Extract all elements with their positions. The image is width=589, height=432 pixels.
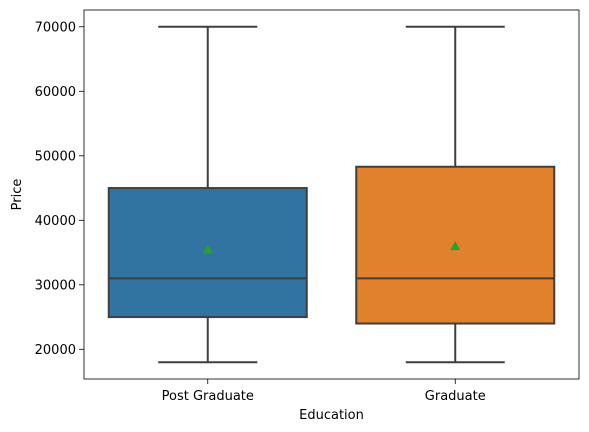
x-axis: Post Graduate Graduate [162,379,486,404]
y-axis: 20000 30000 40000 50000 60000 70000 [35,20,84,358]
box-2 [355,25,556,364]
plot-frame [83,9,580,380]
x-tick-label: Graduate [425,389,486,404]
y-tick-label: 60000 [35,85,76,100]
x-tick-label: Post Graduate [162,389,254,404]
mean-marker [450,241,461,251]
mean-marker [202,244,213,254]
y-tick-label: 70000 [35,20,76,35]
box-1 [107,25,308,364]
y-tick-label: 30000 [35,278,76,293]
y-tick-label: 40000 [35,214,76,229]
x-axis-label: Education [299,408,364,423]
boxes-layer [107,25,556,364]
y-axis-label: Price [10,179,25,211]
y-tick-label: 20000 [35,343,76,358]
y-tick-label: 50000 [35,149,76,164]
